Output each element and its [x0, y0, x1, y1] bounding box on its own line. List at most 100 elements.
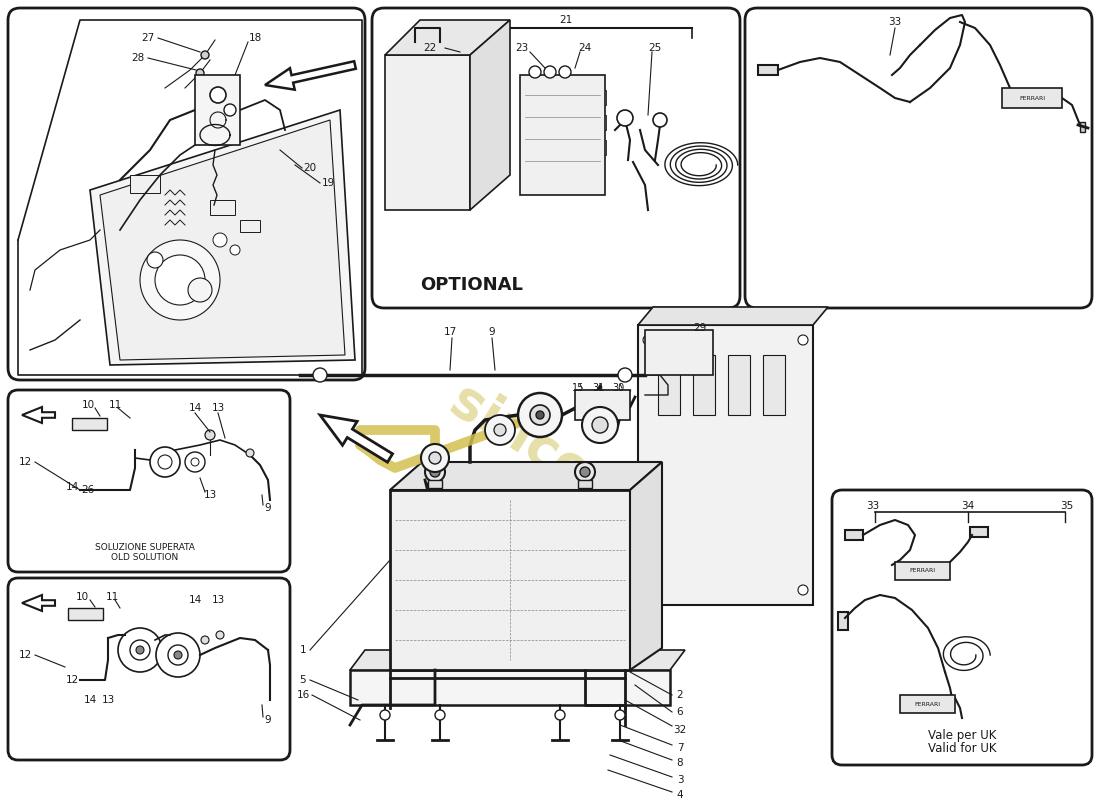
- Text: 34: 34: [961, 501, 975, 511]
- Text: OPTIONAL: OPTIONAL: [420, 276, 524, 294]
- Circle shape: [156, 633, 200, 677]
- Bar: [68, 608, 103, 620]
- Polygon shape: [638, 325, 813, 605]
- Text: 13: 13: [204, 490, 217, 500]
- Text: 35: 35: [1060, 501, 1074, 511]
- Text: 15: 15: [572, 383, 584, 393]
- Bar: [578, 480, 592, 488]
- FancyBboxPatch shape: [8, 578, 290, 760]
- Circle shape: [168, 645, 188, 665]
- Text: 5: 5: [299, 675, 306, 685]
- Bar: [210, 200, 235, 215]
- Circle shape: [379, 710, 390, 720]
- Text: 33: 33: [867, 501, 880, 511]
- Bar: [240, 220, 260, 232]
- Text: 10: 10: [81, 400, 95, 410]
- Bar: [763, 355, 785, 415]
- Text: la passion: la passion: [433, 586, 527, 654]
- Circle shape: [201, 51, 209, 59]
- Circle shape: [582, 407, 618, 443]
- Text: FERRARI: FERRARI: [1019, 95, 1045, 101]
- Text: 13: 13: [211, 595, 224, 605]
- Text: 14: 14: [188, 595, 201, 605]
- Text: 1: 1: [299, 645, 306, 655]
- Polygon shape: [630, 462, 662, 670]
- Text: 22: 22: [424, 43, 437, 53]
- Bar: [130, 175, 159, 193]
- Circle shape: [216, 631, 224, 639]
- Circle shape: [592, 417, 608, 433]
- Bar: [575, 390, 630, 420]
- FancyBboxPatch shape: [8, 390, 290, 572]
- Text: 14: 14: [84, 695, 97, 705]
- Text: 19: 19: [321, 178, 334, 188]
- Text: since 1985: since 1985: [441, 374, 739, 586]
- Circle shape: [246, 449, 254, 457]
- Text: 6: 6: [676, 707, 683, 717]
- Circle shape: [224, 104, 236, 116]
- Circle shape: [529, 66, 541, 78]
- Circle shape: [155, 255, 205, 305]
- Text: 2: 2: [676, 690, 683, 700]
- Text: a partiri.info: a partiri.info: [439, 509, 582, 611]
- Text: 10: 10: [76, 592, 89, 602]
- Polygon shape: [390, 490, 630, 670]
- Text: OLD SOLUTION: OLD SOLUTION: [111, 554, 178, 562]
- Text: 27: 27: [142, 33, 155, 43]
- Text: 11: 11: [106, 592, 119, 602]
- Circle shape: [556, 710, 565, 720]
- Text: 25: 25: [648, 43, 661, 53]
- Text: 12: 12: [19, 650, 32, 660]
- Circle shape: [136, 646, 144, 654]
- Text: 26: 26: [81, 485, 95, 495]
- Text: 28: 28: [131, 53, 144, 63]
- Bar: [758, 65, 778, 75]
- Text: 23: 23: [516, 43, 529, 53]
- Text: 20: 20: [304, 163, 317, 173]
- Circle shape: [798, 585, 808, 595]
- Circle shape: [559, 66, 571, 78]
- Text: 31: 31: [592, 383, 604, 393]
- Bar: [596, 140, 606, 155]
- Circle shape: [201, 636, 209, 644]
- Circle shape: [140, 240, 220, 320]
- Text: Vale per UK: Vale per UK: [927, 729, 997, 742]
- Bar: [845, 530, 864, 540]
- Text: 24: 24: [579, 43, 592, 53]
- Circle shape: [174, 651, 182, 659]
- Circle shape: [485, 415, 515, 445]
- Circle shape: [575, 462, 595, 482]
- Text: 17: 17: [443, 327, 456, 337]
- Bar: [350, 670, 670, 705]
- Circle shape: [210, 87, 225, 103]
- Circle shape: [653, 113, 667, 127]
- Bar: [596, 115, 606, 130]
- Polygon shape: [22, 595, 55, 611]
- Bar: [900, 695, 955, 713]
- FancyBboxPatch shape: [832, 490, 1092, 765]
- Bar: [728, 355, 750, 415]
- Circle shape: [425, 462, 446, 482]
- Circle shape: [150, 447, 180, 477]
- Text: 9: 9: [265, 503, 272, 513]
- Circle shape: [196, 69, 204, 77]
- Circle shape: [429, 452, 441, 464]
- Circle shape: [147, 252, 163, 268]
- Bar: [596, 90, 606, 105]
- Polygon shape: [385, 20, 510, 55]
- Circle shape: [158, 455, 172, 469]
- Text: SOLUZIONE SUPERATA: SOLUZIONE SUPERATA: [95, 543, 195, 553]
- Polygon shape: [22, 407, 55, 423]
- Polygon shape: [520, 75, 605, 195]
- Circle shape: [536, 411, 544, 419]
- Bar: [895, 562, 950, 580]
- Bar: [693, 355, 715, 415]
- Circle shape: [185, 452, 205, 472]
- Circle shape: [494, 424, 506, 436]
- Text: 13: 13: [101, 695, 114, 705]
- Circle shape: [191, 458, 199, 466]
- Bar: [1080, 122, 1085, 132]
- Circle shape: [644, 335, 653, 345]
- Circle shape: [205, 430, 214, 440]
- Circle shape: [580, 467, 590, 477]
